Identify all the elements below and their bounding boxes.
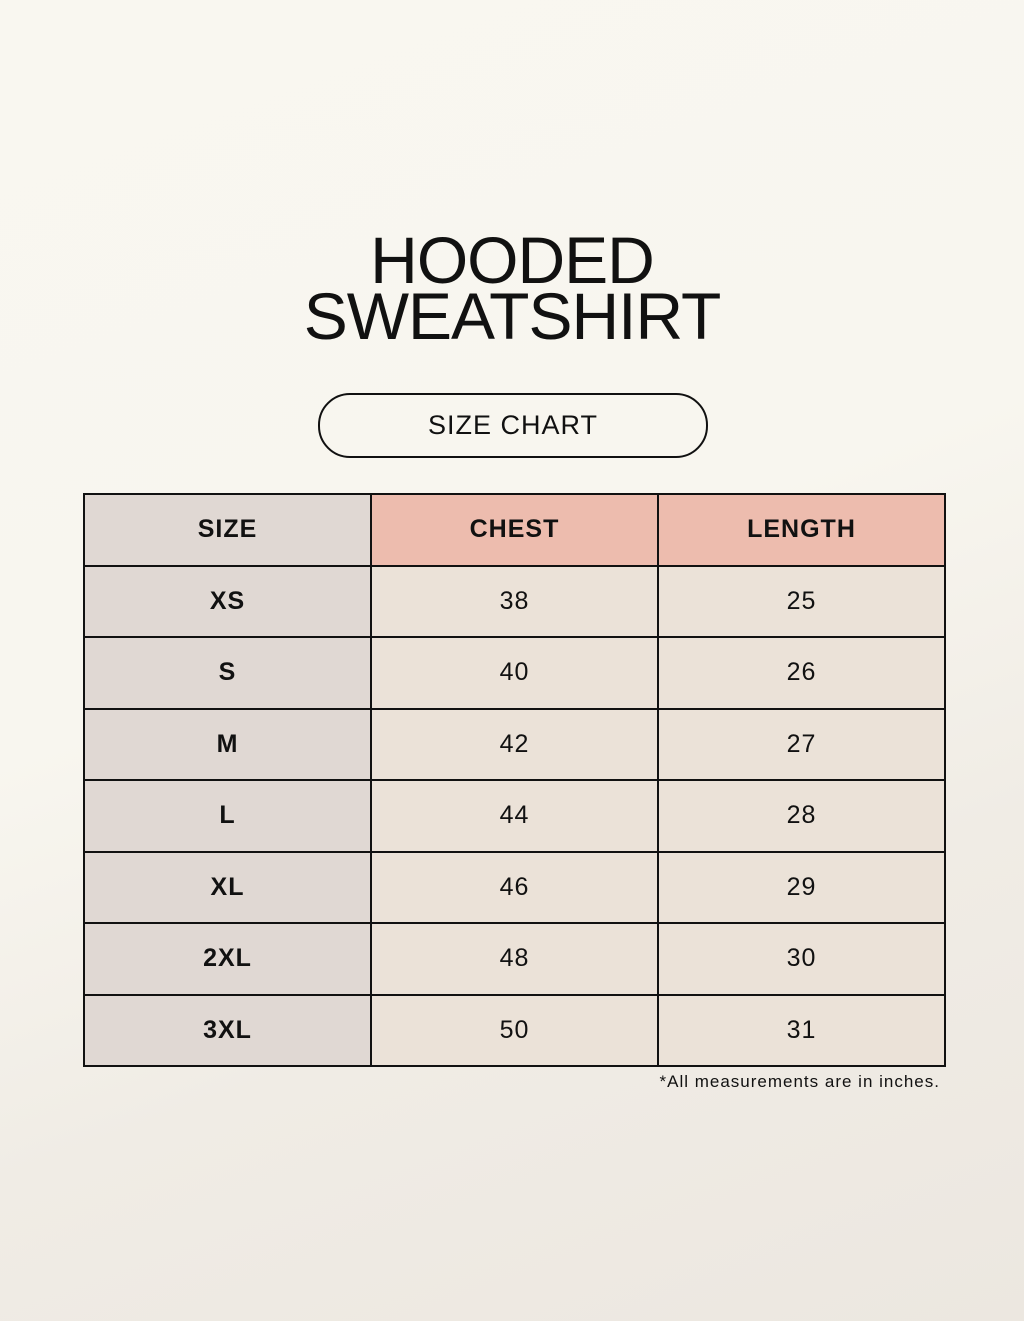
table-row: XS 38 25: [83, 564, 946, 638]
footnote: *All measurements are in inches.: [659, 1072, 940, 1091]
title-line-2: SWEATSHIRT: [303, 279, 722, 353]
size-cell: XS: [83, 564, 372, 638]
header-length: LENGTH: [657, 493, 946, 567]
size-table: SIZE CHEST LENGTH XS 38 25 S 40 26 M 42 27 L 44 28 X…: [83, 493, 946, 1067]
table-row: 2XL 48 30: [83, 922, 946, 996]
table-row: S 40 26: [83, 636, 946, 710]
size-cell: 2XL: [83, 922, 372, 996]
length-cell: 28: [657, 779, 946, 853]
table-header-row: SIZE CHEST LENGTH: [83, 493, 946, 567]
length-cell: 31: [657, 993, 946, 1067]
length-cell: 25: [657, 564, 946, 638]
header-chest: CHEST: [370, 493, 659, 567]
chest-cell: 46: [370, 850, 659, 924]
table-row: M 42 27: [83, 707, 946, 781]
size-cell: S: [83, 636, 372, 710]
length-cell: 30: [657, 922, 946, 996]
chest-cell: 42: [370, 707, 659, 781]
length-cell: 29: [657, 850, 946, 924]
chest-cell: 48: [370, 922, 659, 996]
chest-cell: 40: [370, 636, 659, 710]
chest-cell: 44: [370, 779, 659, 853]
table-row: XL 46 29: [83, 850, 946, 924]
size-cell: M: [83, 707, 372, 781]
size-cell: L: [83, 779, 372, 853]
size-chart-label: SIZE CHART: [318, 393, 708, 458]
table-row: 3XL 50 31: [83, 993, 946, 1067]
title-line-1: HOODED: [370, 223, 655, 297]
page-title: HOODED SWEATSHIRT: [0, 223, 1024, 353]
length-cell: 27: [657, 707, 946, 781]
size-cell: 3XL: [83, 993, 372, 1067]
size-cell: XL: [83, 850, 372, 924]
table-row: L 44 28: [83, 779, 946, 853]
length-cell: 26: [657, 636, 946, 710]
chest-cell: 50: [370, 993, 659, 1067]
chest-cell: 38: [370, 564, 659, 638]
header-size: SIZE: [83, 493, 372, 567]
